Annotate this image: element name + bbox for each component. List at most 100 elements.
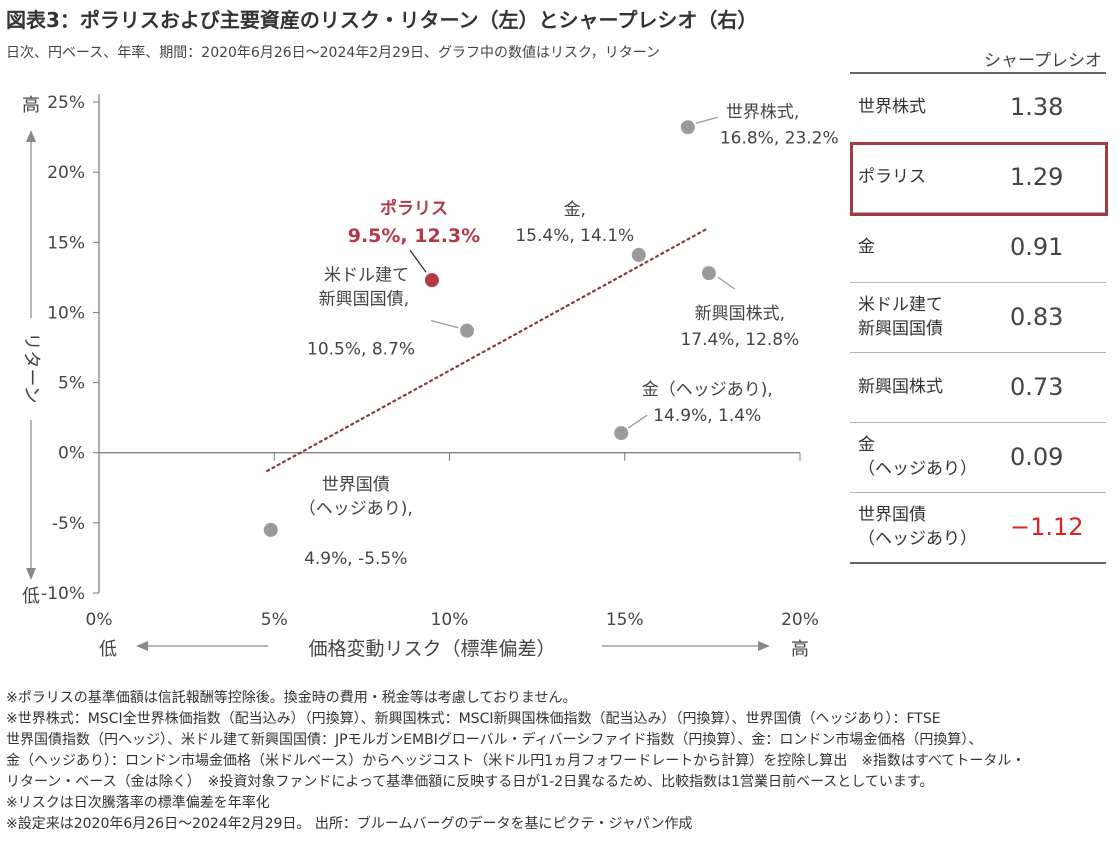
y-tick-label: 15% — [47, 233, 85, 253]
sharpe-row-name-line: 金 — [858, 435, 875, 455]
y-tick-label: 10% — [47, 303, 85, 323]
y-axis-low-label: 低 — [22, 586, 40, 607]
point-value-label: 14.9%, 1.4% — [653, 406, 761, 426]
x-arrow-right-head — [758, 641, 770, 651]
point-name-label: 金, — [564, 200, 586, 220]
table-divider — [850, 422, 1106, 423]
point-value-label: 16.8%, 23.2% — [720, 128, 839, 148]
y-tick-label: 5% — [58, 374, 85, 394]
point-name-label: 米ドル建て — [324, 266, 409, 286]
sharpe-row-name: 新興国株式 — [858, 375, 943, 399]
point-leader-line — [695, 116, 719, 124]
sharpe-row-value: 0.73 — [1010, 373, 1064, 401]
sharpe-row-name-line: 米ドル建て — [858, 295, 943, 315]
footnote-line: 世界国債指数（円ヘッジ）、米ドル建て新興国国債：JPモルガンEMBIグローバル・… — [6, 732, 983, 748]
data-point — [424, 273, 439, 288]
sharpe-row-name: 金 — [858, 235, 875, 259]
risk-return-scatter-chart: -10% -5% 0% 5% 10% 15% 20% 25% 0% 5% 10% 15% 20% 価格変動… — [21, 93, 839, 660]
page-title: 図表3：ポラリスおよび主要資産のリスク・リターン（左）とシャープレシオ（右） — [6, 8, 758, 32]
footnote-line: リターン・ベース（金は除く） ※投資対象ファンドによって基準価額に反映する日が1… — [6, 774, 934, 790]
y-axis-title: リターン — [21, 332, 42, 403]
point-value-label: 10.5%, 8.7% — [307, 340, 415, 360]
sharpe-row-name-line: ポラリス — [858, 167, 926, 187]
table-divider — [850, 352, 1106, 353]
sharpe-row: 米ドル建て新興国国債 0.83 — [850, 282, 1106, 352]
y-tick-label: -5% — [52, 514, 85, 534]
sharpe-row-value: 0.09 — [1010, 443, 1064, 471]
sharpe-row-name-line: （ヘッジあり） — [858, 459, 977, 479]
footnote-line: 金（ヘッジあり）：ロンドン市場金価格（米ドルベース）からヘッジコスト（米ドル円1… — [6, 753, 1026, 769]
footnotes: ※ポラリスの基準価額は信託報酬等控除後。換金時の費用・税金等は考慮しておりません… — [6, 688, 1111, 835]
data-point — [631, 247, 646, 262]
x-tick-label: 5% — [261, 610, 288, 630]
data-point — [614, 426, 629, 441]
polaris-highlight-box — [850, 142, 1108, 216]
sharpe-row-name: ポラリス — [858, 165, 926, 189]
y-tick-label: 20% — [47, 163, 85, 183]
sharpe-row: 新興国株式 0.73 — [850, 352, 1106, 422]
x-axis-title: 価格変動リスク（標準偏差） — [308, 638, 555, 660]
sharpe-row: 金 （ヘッジあり） 0.09 — [850, 422, 1106, 492]
y-tick-label: 0% — [58, 444, 85, 464]
sharpe-row: 金 0.91 — [850, 212, 1106, 282]
point-name-label: ポラリス — [380, 198, 448, 219]
data-point — [680, 120, 695, 135]
footnote-line: ※設定来は2020年6月26日～2024年2月29日。 出所：ブルームバーグのデ… — [6, 816, 693, 832]
x-arrow-left-head — [136, 641, 148, 651]
point-leader-line — [627, 414, 648, 429]
x-axis-high-label: 高 — [791, 639, 809, 660]
point-name-label: 新興国国債, — [319, 290, 409, 310]
y-axis-high-label: 高 — [22, 95, 40, 116]
y-tick-label: 25% — [47, 93, 85, 113]
point-leader-line — [409, 249, 427, 273]
sharpe-row-name: 世界株式 — [858, 95, 926, 119]
y-arrow-down-head — [26, 568, 36, 580]
sharpe-row-name-line: 世界株式 — [858, 97, 926, 117]
sharpe-row-name: 世界国債 （ヘッジあり） — [858, 503, 977, 551]
sharpe-table-header: シャープレシオ — [984, 51, 1102, 71]
y-tick-label: -10% — [41, 584, 85, 604]
sharpe-row: 世界株式 1.38 — [850, 72, 1106, 142]
point-value-label: 4.9%, -5.5% — [304, 549, 407, 569]
y-arrow-up-head — [26, 130, 36, 142]
sharpe-row-value: 1.38 — [1010, 93, 1064, 121]
point-leader-line — [717, 276, 736, 290]
x-tick-label: 0% — [86, 610, 113, 630]
sharpe-row-value: 0.83 — [1010, 303, 1064, 331]
page-subtitle: 日次、円ベース、年率、期間：2020年6月26日～2024年2月29日、グラフ中… — [6, 45, 661, 61]
sharpe-row-name-line: （ヘッジあり） — [858, 529, 977, 549]
sharpe-row: ポラリス 1.29 — [850, 142, 1106, 212]
footnote-line: ※世界株式：MSCI全世界株価指数（配当込み）（円換算）、新興国株式：MSCI新… — [6, 711, 941, 727]
table-divider — [850, 212, 1106, 213]
data-point — [701, 266, 716, 281]
sharpe-row-name: 金 （ヘッジあり） — [858, 433, 977, 481]
sharpe-row-name-line: 世界国債 — [858, 505, 926, 525]
sharpe-row: 世界国債 （ヘッジあり） −1.12 — [850, 492, 1106, 562]
point-value-label: 15.4%, 14.1% — [515, 226, 634, 246]
point-name-label: 金（ヘッジあり), — [642, 380, 773, 400]
sharpe-row-name-line: 新興国株式 — [858, 377, 943, 397]
sharpe-row-value: 1.29 — [1010, 163, 1064, 191]
x-tick-label: 20% — [781, 610, 819, 630]
point-value-label: 17.4%, 12.8% — [680, 330, 799, 350]
point-name-label: （ヘッジあり), — [299, 499, 413, 519]
sharpe-row-value: 0.91 — [1010, 233, 1064, 261]
point-value-label: 9.5%, 12.3% — [348, 225, 480, 247]
point-name-label: 新興国株式, — [695, 304, 785, 324]
data-point — [460, 323, 475, 338]
footnote-line: ※リスクは日次騰落率の標準偏差を年率化 — [6, 795, 270, 811]
sharpe-row-name: 米ドル建て新興国国債 — [858, 293, 943, 341]
x-tick-label: 15% — [606, 610, 644, 630]
sharpe-row-name-line: 新興国国債 — [858, 319, 943, 339]
x-tick-label: 10% — [431, 610, 469, 630]
footnote-line: ※ポラリスの基準価額は信託報酬等控除後。換金時の費用・税金等は考慮しておりません… — [6, 690, 577, 706]
data-point — [263, 522, 278, 537]
x-axis-low-label: 低 — [99, 639, 117, 660]
point-name-label: 世界国債 — [322, 475, 390, 495]
trend-line — [266, 228, 707, 473]
sharpe-row-value: −1.12 — [1010, 513, 1084, 541]
table-divider — [850, 72, 1106, 74]
table-divider — [850, 562, 1106, 564]
sharpe-row-name-line: 金 — [858, 237, 875, 257]
point-name-label: 世界株式, — [726, 102, 799, 122]
